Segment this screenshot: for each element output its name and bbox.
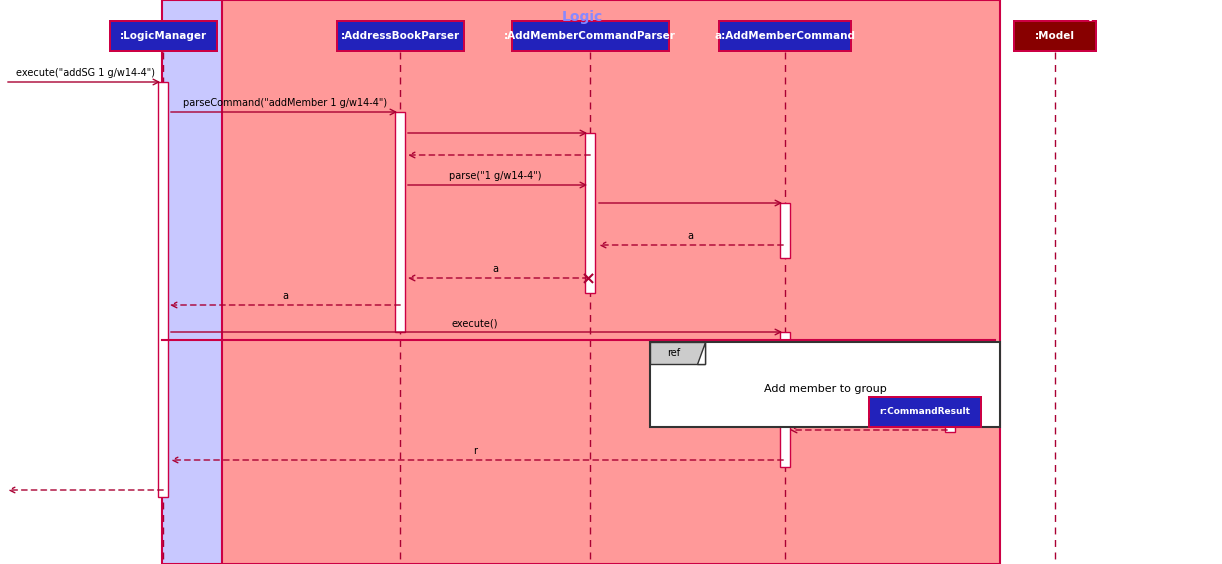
Text: Add member to group: Add member to group <box>764 385 886 394</box>
Text: parse("1 g/w14-4"): parse("1 g/w14-4") <box>448 171 541 181</box>
Text: :Model: :Model <box>1035 31 1075 41</box>
Text: Model: Model <box>1088 10 1135 24</box>
Bar <box>780 332 789 467</box>
Bar <box>720 22 851 50</box>
Bar <box>158 82 167 497</box>
Text: execute("addSG 1 g/w14-4"): execute("addSG 1 g/w14-4") <box>16 68 154 78</box>
Bar <box>512 22 667 50</box>
Text: ref: ref <box>667 348 681 358</box>
Bar <box>870 398 980 426</box>
Bar <box>868 396 982 428</box>
Bar <box>719 20 852 52</box>
Polygon shape <box>650 342 705 364</box>
Bar <box>337 22 462 50</box>
Bar <box>336 20 464 52</box>
Text: :LogicManager: :LogicManager <box>120 31 207 41</box>
Text: :AddressBookParser: :AddressBookParser <box>341 31 459 41</box>
Text: r: r <box>868 416 873 426</box>
Bar <box>945 390 956 432</box>
Bar <box>585 133 595 293</box>
Bar <box>1013 20 1097 52</box>
Bar <box>780 203 789 258</box>
Bar <box>395 112 404 332</box>
Text: a: a <box>687 231 693 241</box>
Bar <box>650 342 1000 427</box>
Bar <box>110 22 215 50</box>
Polygon shape <box>697 342 705 364</box>
Text: r: r <box>473 446 477 456</box>
Bar <box>163 0 995 564</box>
Bar <box>109 20 218 52</box>
Bar <box>1015 22 1095 50</box>
Bar <box>222 0 1000 564</box>
Text: :AddMemberCommandParser: :AddMemberCommandParser <box>503 31 676 41</box>
Text: r:CommandResult: r:CommandResult <box>880 408 970 416</box>
Text: parseCommand("addMember 1 g/w14-4"): parseCommand("addMember 1 g/w14-4") <box>183 98 387 108</box>
Text: ×: × <box>580 270 595 288</box>
Text: execute(): execute() <box>452 318 499 328</box>
Bar <box>511 20 670 52</box>
Text: a:AddMemberCommand: a:AddMemberCommand <box>715 31 855 41</box>
Text: a: a <box>492 264 499 274</box>
Text: Logic: Logic <box>561 10 602 24</box>
Text: a: a <box>282 291 288 301</box>
